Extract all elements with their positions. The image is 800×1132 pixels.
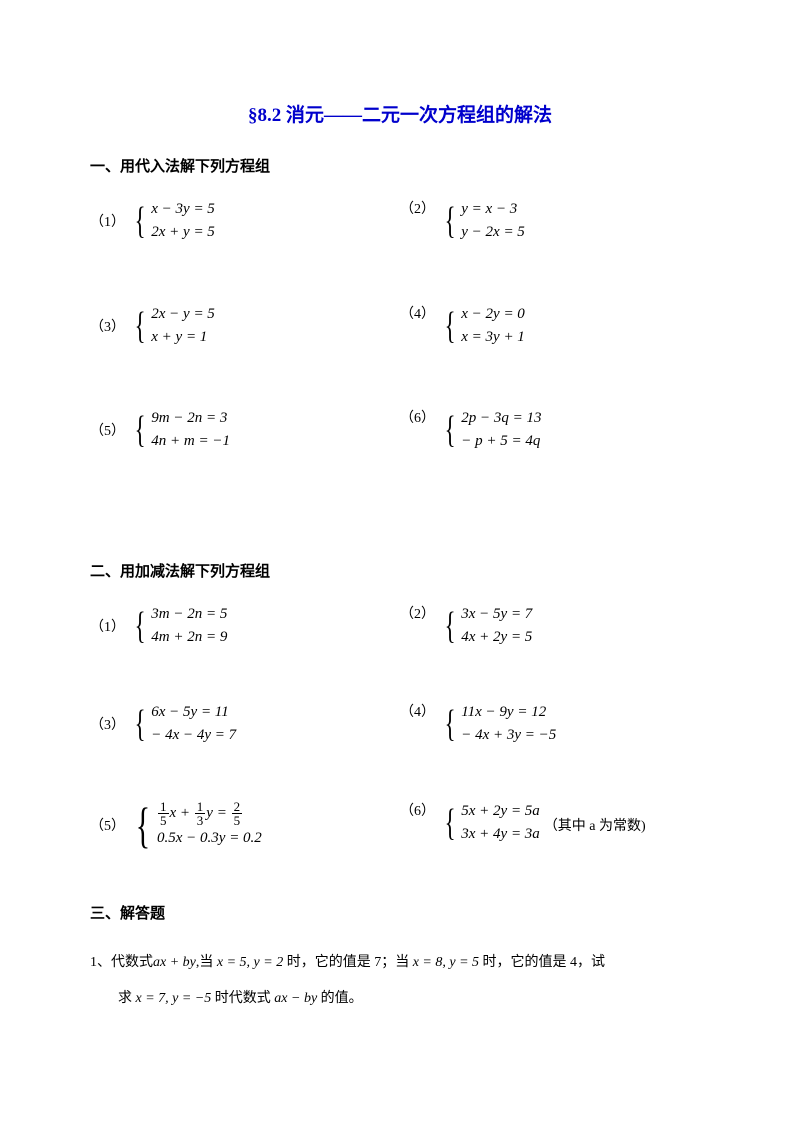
brace: {: [135, 411, 146, 449]
s1-6-num: （6）: [400, 407, 435, 427]
s1-2-eq1: y = x − 3: [461, 198, 525, 221]
brace: {: [445, 607, 456, 645]
s1-6-eq1: 2p − 3q = 13: [461, 407, 541, 430]
section2-heading: 二、用加减法解下列方程组: [90, 560, 710, 581]
q3-l2e: 的值。: [321, 991, 363, 1006]
brace: {: [135, 705, 146, 743]
s1-1-num: （1）: [90, 211, 125, 231]
s1-3-eq1: 2x − y = 5: [151, 303, 215, 326]
s1-row3: （5） { 9m − 2n = 3 4n + m = −1 （6） { 2p −…: [90, 407, 710, 454]
s1-4-num: （4）: [400, 303, 435, 323]
s2-2-eq2: 4x + 2y = 5: [461, 626, 532, 649]
s1-1-eq2: 2x + y = 5: [151, 221, 215, 244]
s2-1-eq1: 3m − 2n = 5: [151, 603, 227, 626]
s2-5-eq2: 0.5x − 0.3y = 0.2: [157, 827, 262, 850]
brace: {: [136, 800, 150, 850]
q3-l1g: 时，它的值是 4，试: [483, 955, 606, 970]
q3-l1f: x = 8, y = 5: [413, 955, 479, 970]
s1-5-num: （5）: [90, 420, 125, 440]
s2-6-trail: （其中 a 为常数): [544, 815, 646, 835]
q3-l2a: 求: [118, 991, 132, 1006]
s2-3-eq2: − 4x − 4y = 7: [151, 724, 236, 747]
q3-l2d: ax − by: [274, 991, 317, 1006]
q3-l2c: 时代数式: [215, 991, 271, 1006]
page-title: §8.2 消元——二元一次方程组的解法: [90, 100, 710, 127]
s1-6-eq2: − p + 5 = 4q: [461, 430, 541, 453]
s1-5-eq1: 9m − 2n = 3: [151, 407, 230, 430]
q3-l1a: 代数式: [111, 955, 153, 970]
q3-l1d: x = 5, y = 2: [217, 955, 283, 970]
s2-row1: （1） { 3m − 2n = 5 4m + 2n = 9 （2） { 3x −…: [90, 603, 710, 650]
s2-3-eq1: 6x − 5y = 11: [151, 701, 236, 724]
brace: {: [135, 607, 146, 645]
q3-l1c: ,当: [196, 955, 214, 970]
s2-row3: （5） { 15x + 13y = 25 0.5x − 0.3y = 0.2 （…: [90, 800, 710, 850]
s1-5-eq2: 4n + m = −1: [151, 430, 230, 453]
s1-1-eq1: x − 3y = 5: [151, 198, 215, 221]
brace: {: [135, 202, 146, 240]
s2-3-num: （3）: [90, 714, 125, 734]
s1-4-eq1: x − 2y = 0: [461, 303, 525, 326]
brace: {: [445, 411, 456, 449]
s2-1-eq2: 4m + 2n = 9: [151, 626, 227, 649]
s2-4-num: （4）: [400, 701, 435, 721]
brace: {: [445, 804, 456, 842]
s2-6-eq2: 3x + 4y = 3a: [461, 823, 540, 846]
s1-3-eq2: x + y = 1: [151, 326, 215, 349]
s1-3-num: （3）: [90, 316, 125, 336]
s2-6-eq1: 5x + 2y = 5a: [461, 800, 540, 823]
section3-heading: 三、解答题: [90, 902, 710, 923]
s2-6-num: （6）: [400, 800, 435, 820]
question3: 1、代数式ax + by,当 x = 5, y = 2 时，它的值是 7；当 x…: [90, 945, 710, 1018]
section1-heading: 一、用代入法解下列方程组: [90, 155, 710, 176]
s2-1-num: （1）: [90, 616, 125, 636]
s2-5-num: （5）: [90, 815, 125, 835]
s2-4-eq2: − 4x + 3y = −5: [461, 724, 556, 747]
q3-l1e: 时，它的值是 7；当: [287, 955, 410, 970]
brace: {: [445, 705, 456, 743]
s1-2-eq2: y − 2x = 5: [461, 221, 525, 244]
s2-5-eq1: 15x + 13y = 25: [157, 800, 262, 827]
q3-l2b: x = 7, y = −5: [136, 991, 212, 1006]
s2-2-eq1: 3x − 5y = 7: [461, 603, 532, 626]
brace: {: [445, 202, 456, 240]
s2-2-num: （2）: [400, 603, 435, 623]
s1-row1: （1） { x − 3y = 5 2x + y = 5 （2） { y = x …: [90, 198, 710, 245]
q3-num: 1、: [90, 955, 111, 970]
brace: {: [445, 307, 456, 345]
s1-2-num: （2）: [400, 198, 435, 218]
s2-4-eq1: 11x − 9y = 12: [461, 701, 556, 724]
q3-l1b: ax + by: [153, 955, 196, 970]
brace: {: [135, 307, 146, 345]
s1-row2: （3） { 2x − y = 5 x + y = 1 （4） { x − 2y …: [90, 303, 710, 350]
s1-4-eq2: x = 3y + 1: [461, 326, 525, 349]
s2-row2: （3） { 6x − 5y = 11 − 4x − 4y = 7 （4） { 1…: [90, 701, 710, 748]
